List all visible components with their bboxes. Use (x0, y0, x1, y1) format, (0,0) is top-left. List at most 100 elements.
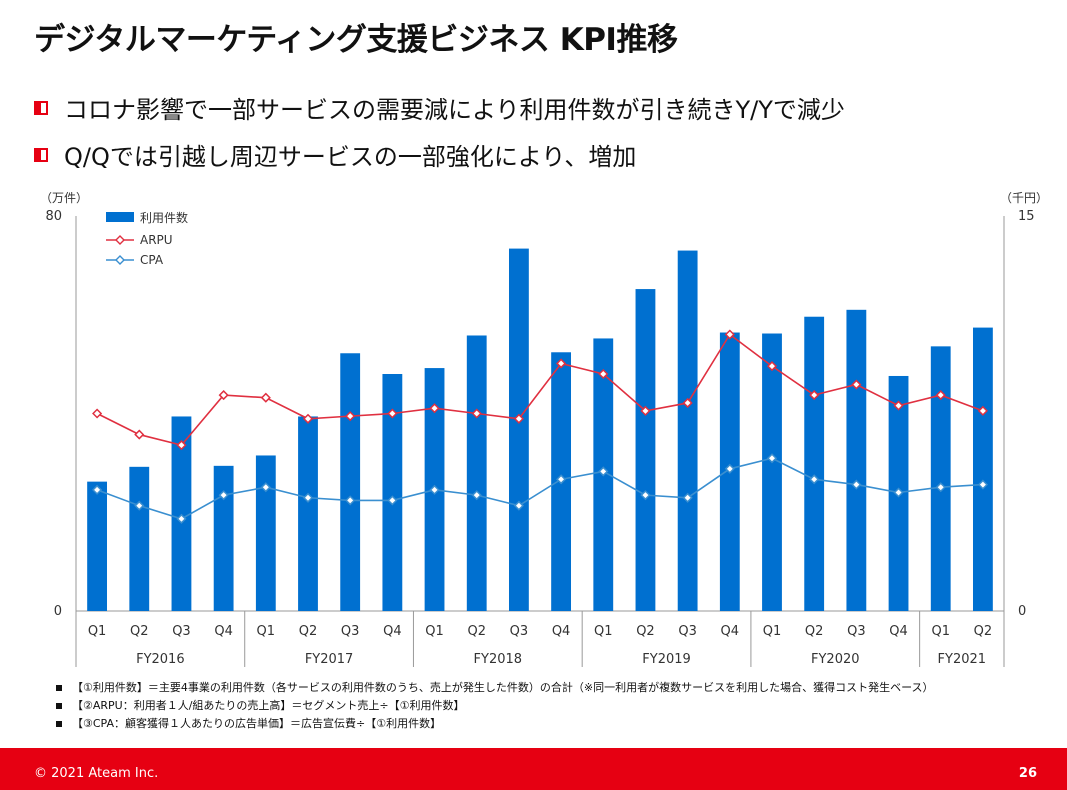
arpu-point (682, 397, 693, 409)
arpu-point (92, 408, 103, 419)
x-tick-label: Q4 (889, 624, 908, 639)
footnote: 【③CPA：顧客獲得１人あたりの広告単価】＝広告宣伝費÷【①利用件数】 (56, 715, 934, 733)
cpa-point (218, 490, 229, 501)
cpa-point (92, 484, 103, 495)
arpu-point (471, 408, 482, 419)
cpa-point (260, 482, 271, 493)
arpu-point (935, 390, 946, 401)
fiscal-year-label: FY2017 (305, 652, 354, 667)
cpa-point (556, 474, 567, 485)
bar-usage-count (508, 248, 529, 611)
bar-usage-count (382, 374, 403, 611)
cpa-point (766, 453, 778, 464)
bullet-point: コロナ影響で一部サービスの需要減により利用件数が引き続きY/Yで減少 (34, 90, 845, 125)
cpa-point (302, 492, 314, 503)
bar-usage-count (171, 416, 192, 611)
arpu-point (766, 361, 778, 372)
arpu-point (429, 403, 440, 414)
legend-label: CPA (140, 253, 164, 267)
cpa-point (471, 490, 482, 501)
x-tick-label: Q4 (383, 624, 402, 639)
copyright: © 2021 Ateam Inc. (34, 766, 159, 781)
x-tick-label: Q1 (594, 624, 613, 639)
bullet-square-icon (34, 100, 48, 115)
arpu-point (893, 400, 904, 411)
arpu-point (640, 405, 651, 416)
cpa-line (96, 457, 983, 520)
x-tick-label: Q3 (510, 624, 529, 639)
cpa-point (429, 484, 440, 495)
footnotes: 【①利用件数】＝主要4事業の利用件数（各サービスの利用件数のうち、売上が発生した… (56, 679, 934, 733)
x-tick-label: Q2 (130, 624, 149, 639)
fiscal-year-label: FY2020 (811, 652, 860, 667)
bar-usage-count (930, 346, 951, 611)
arpu-point (302, 413, 314, 424)
legend-label: 利用件数 (140, 210, 188, 225)
footnote: 【①利用件数】＝主要4事業の利用件数（各サービスの利用件数のうち、売上が発生した… (56, 679, 934, 697)
bullet-text: コロナ影響で一部サービスの需要減により利用件数が引き続きY/Yで減少 (64, 96, 845, 124)
arpu-point (598, 368, 609, 380)
x-tick-label: Q1 (257, 624, 276, 639)
cpa-point (387, 495, 398, 506)
bar-usage-count (677, 250, 698, 611)
bar-usage-count (804, 316, 825, 611)
x-tick-label: Q2 (974, 624, 993, 639)
cpa-point (598, 466, 609, 477)
footer-bar: © 2021 Ateam Inc. 26 (0, 748, 1067, 790)
cpa-point (682, 492, 693, 503)
fiscal-year-label: FY2019 (642, 652, 691, 667)
legend-marker-cpa (115, 255, 125, 265)
legend-label: ARPU (140, 233, 173, 247)
bar-usage-count (846, 309, 867, 611)
footnote-text: 【①利用件数】＝主要4事業の利用件数（各サービスの利用件数のうち、売上が発生した… (72, 681, 934, 694)
cpa-point (134, 500, 145, 511)
left-axis-unit: （万件） (40, 191, 88, 205)
x-tick-label: Q1 (88, 624, 107, 639)
footnote-text: 【②ARPU：利用者１人/組あたりの売上高】＝セグメント売上÷【①利用件数】 (72, 699, 465, 712)
x-tick-label: Q2 (299, 624, 318, 639)
arpu-line (96, 333, 984, 446)
bar-usage-count (129, 466, 150, 611)
bar-usage-count (635, 289, 656, 611)
bar-usage-count (466, 335, 487, 611)
x-tick-label: Q1 (763, 624, 782, 639)
x-tick-label: Q3 (847, 624, 866, 639)
x-tick-label: Q3 (678, 624, 697, 639)
x-tick-label: Q2 (805, 624, 824, 639)
arpu-point (556, 358, 567, 369)
arpu-point (260, 392, 271, 403)
legend-marker-arpu (115, 235, 125, 245)
x-tick-label: Q3 (341, 624, 360, 639)
arpu-point (345, 411, 356, 422)
kpi-chart: （万件） （千円） 80 0 15 0 Q1 Q2 Q3 Q4 Q1 Q2 Q3 Q4 Q1 Q2 Q3 Q4 Q1… (40, 191, 1048, 667)
arpu-point (513, 413, 524, 424)
right-tick-label: 0 (1018, 604, 1026, 619)
x-tick-label: Q2 (467, 624, 486, 639)
bar-usage-count (340, 353, 361, 611)
right-tick-label: 15 (1018, 209, 1035, 224)
x-tick-label: Q2 (636, 624, 655, 639)
fiscal-year-label: FY2018 (474, 652, 523, 667)
arpu-point (218, 390, 229, 401)
page-title: デジタルマーケティング支援ビジネス KPI推移 (34, 22, 678, 58)
fiscal-year-label: FY2016 (136, 652, 185, 667)
arpu-point (134, 429, 145, 440)
cpa-point (809, 474, 820, 485)
bar-usage-count (762, 333, 782, 611)
cpa-point (977, 479, 988, 490)
arpu-point (977, 405, 988, 416)
right-axis-unit: （千円） (1000, 191, 1048, 205)
x-tick-label: Q4 (721, 624, 740, 639)
x-tick-label: Q1 (931, 624, 950, 639)
arpu-point (176, 440, 187, 451)
cpa-point (345, 495, 356, 506)
fiscal-year-label: FY2021 (938, 652, 987, 667)
cpa-point (513, 500, 524, 511)
bar-usage-count (213, 465, 234, 611)
cpa-point (851, 479, 862, 490)
legend-swatch-bar (106, 212, 134, 222)
square-bullet-icon (56, 703, 62, 709)
bullet-text: Q/Qでは引越し周辺サービスの一部強化により、増加 (64, 143, 637, 171)
footnote-text: 【③CPA：顧客獲得１人あたりの広告単価】＝広告宣伝費÷【①利用件数】 (72, 717, 442, 730)
cpa-point (640, 490, 651, 501)
